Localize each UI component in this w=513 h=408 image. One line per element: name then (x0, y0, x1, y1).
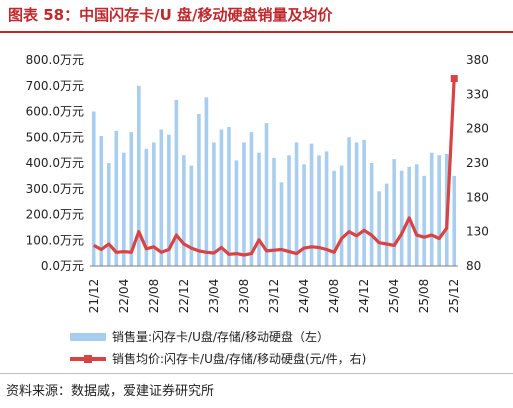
volume-bar (377, 191, 381, 266)
y-left-tick-label: 800.0万元 (26, 53, 84, 67)
volume-bar (91, 111, 96, 266)
x-tick-label: 23/12 (267, 279, 281, 314)
price-line (93, 78, 456, 257)
y-left-tick-label: 600.0万元 (26, 105, 84, 119)
volume-bar (242, 142, 246, 266)
source-note: 资料来源：数据威，爱建证券研究所 (6, 384, 215, 399)
volume-bar (182, 155, 186, 266)
volume-bar (452, 175, 457, 266)
y-right-tick-label: 380 (466, 53, 489, 67)
volume-bar (212, 142, 216, 266)
y-left-tick-label: 200.0万元 (26, 208, 84, 222)
volume-bar (347, 137, 351, 266)
volume-bar (264, 123, 269, 267)
volume-bar (234, 160, 239, 266)
volume-bar (204, 97, 209, 267)
volume-bar (99, 135, 104, 266)
volume-bar (287, 155, 291, 266)
volume-bar (137, 85, 141, 266)
volume-bar (399, 170, 404, 266)
x-tick-label: 24/12 (357, 279, 371, 314)
y-right-tick-label: 280 (466, 122, 489, 136)
volume-bar (294, 142, 299, 266)
x-tick-label: 23/04 (207, 279, 221, 314)
y-left-tick-label: 400.0万元 (26, 156, 84, 170)
volume-bar (414, 164, 419, 266)
volume-bar (144, 148, 149, 266)
volume-bar (227, 126, 231, 266)
x-tick-label: 25/04 (387, 279, 401, 314)
y-right-tick-label: 330 (466, 87, 489, 101)
volume-bar (309, 143, 314, 266)
volume-bar (384, 183, 389, 266)
y-right-tick-label: 80 (466, 259, 481, 273)
source-rule (0, 373, 513, 374)
legend-label-volume: 销售量:闪存卡/U盘/存储/移动硬盘（左） (112, 330, 329, 344)
legend-marker-swatch (84, 355, 92, 363)
volume-bar (129, 132, 134, 266)
x-tick-label: 21/12 (87, 279, 101, 314)
volume-bar (392, 159, 396, 266)
volume-bar (152, 142, 156, 266)
x-tick-label: 25/08 (417, 279, 431, 314)
x-tick-label: 22/12 (177, 279, 191, 314)
y-left-tick-label: 300.0万元 (26, 182, 84, 196)
volume-bar (174, 99, 179, 266)
volume-bar (159, 129, 164, 266)
volume-bar (249, 132, 254, 266)
x-tick-label: 24/08 (327, 279, 341, 314)
x-tick-label: 22/08 (147, 279, 161, 314)
x-tick-label: 24/04 (297, 279, 311, 314)
y-left-tick-label: 100.0万元 (26, 233, 84, 247)
y-right-tick-label: 180 (466, 190, 489, 204)
volume-bar (106, 163, 111, 266)
volume-bar (197, 114, 201, 266)
volume-bar (339, 165, 344, 266)
title-rule (0, 31, 513, 33)
y-left-tick-label: 0.0万元 (41, 259, 84, 273)
x-tick-label: 23/08 (237, 279, 251, 314)
chart: 0.0万元 100.0万元 200.0万元 300.0万元 400.0万元 500.0万元… (26, 53, 489, 314)
volume-bar (317, 155, 321, 266)
x-tick-label: 25/12 (447, 279, 461, 314)
volume-bar (219, 129, 224, 266)
price-line-end-marker (450, 75, 458, 83)
volume-bar (362, 139, 366, 266)
legend-bar-swatch (70, 333, 106, 341)
volume-bar (272, 157, 276, 266)
x-tick-label: 22/04 (117, 279, 131, 314)
legend-item-price: 销售均价:闪存卡/U盘/存储/移动硬盘(元/件，右) (70, 348, 366, 370)
legend-label-price: 销售均价:闪存卡/U盘/存储/移动硬盘(元/件，右) (112, 352, 367, 366)
figure-title: 图表 58：中国闪存卡/U 盘/移动硬盘销量及均价 (8, 6, 333, 24)
volume-bar (121, 152, 126, 266)
volume-bar (437, 155, 442, 266)
volume-bar (167, 134, 171, 266)
volume-bar (114, 130, 119, 266)
volume-bar (324, 151, 329, 266)
volume-bar (279, 182, 284, 266)
volume-bar (302, 164, 306, 266)
legend: 销售量:闪存卡/U盘/存储/移动硬盘（左） 销售均价:闪存卡/U盘/存储/移动硬… (70, 326, 366, 370)
volume-bar (369, 163, 374, 266)
volume-bar (429, 152, 434, 266)
y-right-tick-label: 230 (466, 156, 489, 170)
legend-item-volume: 销售量:闪存卡/U盘/存储/移动硬盘（左） (70, 326, 366, 348)
volume-bar (422, 175, 427, 266)
volume-bar (189, 165, 194, 266)
volume-bar (332, 170, 336, 266)
volume-bar (354, 142, 359, 266)
y-right-tick-label: 130 (466, 225, 489, 239)
y-left-tick-label: 700.0万元 (26, 79, 84, 93)
volume-bar (257, 152, 261, 266)
y-left-tick-label: 500.0万元 (26, 130, 84, 144)
